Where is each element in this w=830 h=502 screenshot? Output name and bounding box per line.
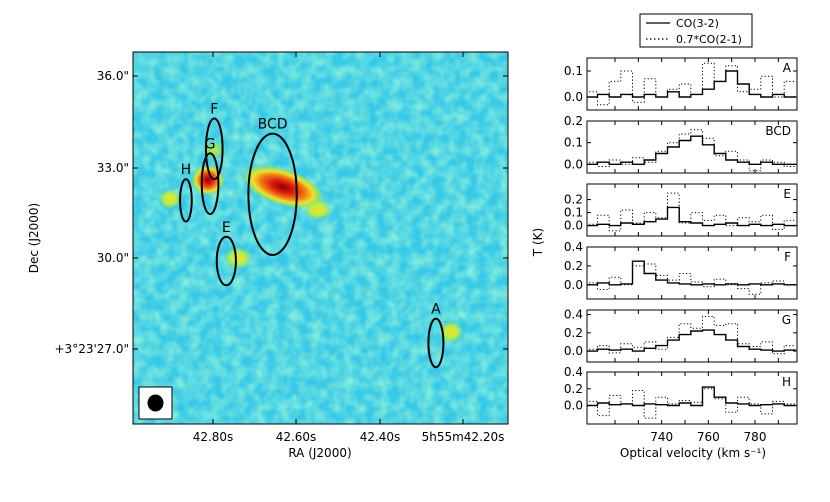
panel-background xyxy=(587,247,797,299)
intensity-map: 42.80s 42.60s 42.40s 5h55m42.20s 36.0" 3… xyxy=(27,51,509,460)
ytick-label: 0.2 xyxy=(564,193,583,207)
spectra-xtick-0: 740 xyxy=(650,430,673,444)
beam-ellipse xyxy=(147,394,164,412)
panel-background xyxy=(587,372,797,424)
series-co32-e xyxy=(587,206,796,227)
region-g-ellipse xyxy=(200,152,220,216)
region-overlays: F GH BCD E A xyxy=(179,101,445,369)
ytick-label: 0.2 xyxy=(564,326,583,340)
spectra-xtick-2: 780 xyxy=(744,430,767,444)
ytick-label: 0.1 xyxy=(564,64,583,78)
ytick-label: 0.4 xyxy=(564,365,583,379)
spectra-ylabel: T (K) xyxy=(531,228,545,257)
panel-background xyxy=(587,184,797,236)
emission-blobs xyxy=(159,141,463,343)
series-co32-f xyxy=(587,260,796,286)
ytick-label: 0.2 xyxy=(564,114,583,128)
region-e-ellipse xyxy=(215,235,237,287)
region-a-ellipse xyxy=(427,317,445,369)
spectrum-panel-f: 0.0 0.2 0.4 F xyxy=(564,240,798,300)
region-bcd-label: BCD xyxy=(258,117,288,133)
legend: CO(3-2) 0.7*CO(2-1) xyxy=(639,13,753,48)
ytick-label: 0.1 xyxy=(564,136,583,150)
map-xlabel: RA (J2000) xyxy=(288,446,351,460)
ytick-label: 0.4 xyxy=(564,240,583,254)
panel-label: G xyxy=(782,313,791,327)
ytick-label: 0.0 xyxy=(564,344,583,358)
emission-e xyxy=(224,247,252,269)
map-noise xyxy=(133,52,508,424)
ytick-label: 0.2 xyxy=(564,259,583,273)
panel-background xyxy=(587,58,797,110)
spectra-xlabel: Optical velocity (km s⁻¹) xyxy=(620,446,766,460)
emission-g xyxy=(192,165,224,195)
series-co21-f xyxy=(587,263,796,295)
region-bcd-ellipse xyxy=(247,132,298,256)
map-xtick-1: 42.60s xyxy=(276,430,317,444)
region-e-label: E xyxy=(222,220,231,236)
map-ytick-3: +3°23'27.0" xyxy=(55,342,130,356)
map-frame xyxy=(132,51,509,425)
spectrum-panel-bcd: 0.0 0.1 0.2 BCD xyxy=(564,114,798,174)
region-a-label: A xyxy=(431,302,441,318)
spectrum-panel-g: 0.0 0.2 0.4 G xyxy=(564,308,798,363)
series-co32-g xyxy=(587,329,796,352)
map-xtick-3: 5h55m42.20s xyxy=(422,430,505,444)
spectrum-panel-a: 0.0 0.1 A xyxy=(564,57,798,111)
panel-label: F xyxy=(784,250,791,264)
region-f-ellipse xyxy=(204,117,224,181)
ytick-label: 0.0 xyxy=(564,90,583,104)
ytick-label: 0.0 xyxy=(564,219,583,233)
map-ytick-1: 33.0" xyxy=(97,161,129,175)
emission-bcd xyxy=(242,165,324,209)
ytick-label: 0.1 xyxy=(564,206,583,220)
panel-label: A xyxy=(783,61,792,75)
emission-a xyxy=(439,321,463,343)
ytick-label: 0.4 xyxy=(564,308,583,322)
panel-label: BCD xyxy=(765,124,791,138)
map-ylabel: Dec (J2000) xyxy=(27,203,41,273)
panel-frame xyxy=(586,57,798,111)
emission-h xyxy=(159,189,181,209)
panel-label: H xyxy=(782,375,791,389)
map-ytick-2: 30.0" xyxy=(97,251,129,265)
panel-frame xyxy=(586,183,798,237)
spectrum-panel-e: 0.00.10.2 E xyxy=(564,183,798,237)
spectrum-panel-h: 0.0 0.2 0.4 H xyxy=(564,365,798,425)
series-co21-e xyxy=(587,192,796,232)
series-co32-h xyxy=(587,386,796,407)
map-xtick-0: 42.80s xyxy=(193,430,234,444)
legend-box xyxy=(639,13,753,48)
region-g-label: G xyxy=(205,136,216,152)
map-ytick-0: 36.0" xyxy=(97,69,129,83)
map-xtick-2: 42.40s xyxy=(360,430,401,444)
region-f-label: F xyxy=(210,101,218,117)
region-h-label: H xyxy=(181,162,192,178)
panel-frame xyxy=(586,371,798,425)
ytick-label: 0.0 xyxy=(564,157,583,171)
panel-frame xyxy=(586,246,798,300)
ytick-label: 0.2 xyxy=(564,382,583,396)
panel-frame xyxy=(586,120,798,174)
spectra-xtick-1: 760 xyxy=(697,430,720,444)
ytick-label: 0.0 xyxy=(564,278,583,292)
map-ticks xyxy=(133,52,508,424)
panel-background xyxy=(587,310,797,362)
legend-entry-1: 0.7*CO(2-1) xyxy=(676,33,742,46)
emission-bcd-east xyxy=(304,200,332,220)
region-h-ellipse xyxy=(179,178,193,223)
series-co32-a xyxy=(587,70,796,98)
ytick-label: 0.0 xyxy=(564,399,583,413)
panel-frame xyxy=(586,309,798,363)
legend-entry-0: CO(3-2) xyxy=(676,17,719,30)
panel-label: E xyxy=(783,187,791,201)
